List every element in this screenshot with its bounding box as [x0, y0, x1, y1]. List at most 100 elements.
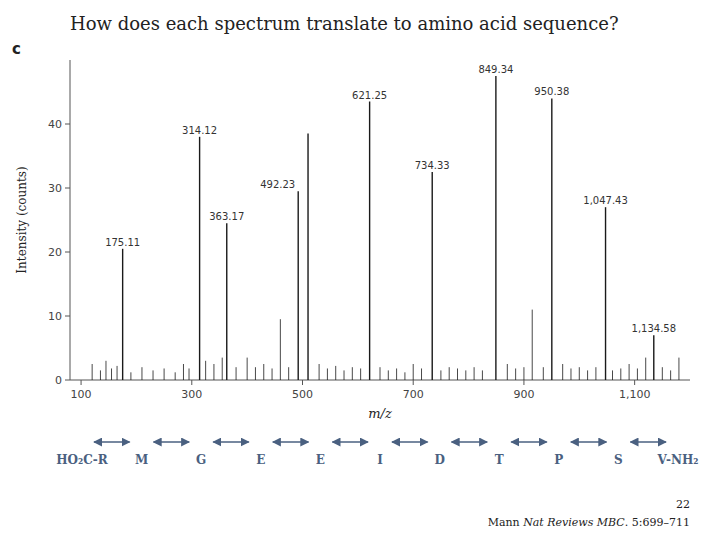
noise-peak	[388, 370, 389, 380]
y-tick	[65, 252, 70, 253]
y-tick-label: 30	[48, 182, 62, 195]
sequence-arrow	[630, 441, 666, 443]
noise-peak	[213, 364, 214, 380]
noise-peak	[164, 368, 165, 380]
amino-acid: P	[554, 453, 563, 467]
y-tick	[65, 380, 70, 381]
noise-peak	[352, 367, 353, 380]
amino-acid: V-NH₂	[657, 453, 699, 467]
peak	[369, 102, 370, 380]
x-tick-label: 300	[181, 388, 202, 401]
y-tick	[65, 316, 70, 317]
noise-peak	[474, 367, 475, 380]
x-tick-label: 1,100	[619, 388, 651, 401]
sequence-arrow	[392, 441, 428, 443]
sequence: HO₂C-RMGEEIDTPSV-NH₂	[56, 442, 698, 467]
noise-peak	[482, 370, 483, 380]
axes: 0102030401003005007009001,100	[48, 60, 690, 401]
peak	[226, 223, 227, 380]
y-axis-label: Intensity (counts)	[15, 166, 29, 273]
sequence-arrow	[511, 441, 547, 443]
sequence-arrow	[213, 441, 249, 443]
sequence-arrow	[571, 441, 607, 443]
peak	[307, 134, 308, 380]
noise-peak	[515, 368, 516, 380]
x-tick-label: 500	[292, 388, 313, 401]
noise-peak	[100, 370, 101, 380]
panel-label: c	[12, 40, 21, 58]
amino-acid: E	[256, 453, 265, 467]
noise-peak	[255, 367, 256, 380]
y-tick-label: 10	[48, 310, 62, 323]
sequence-arrow	[273, 441, 309, 443]
x-tick	[81, 380, 82, 385]
noise-peak	[92, 364, 93, 380]
noise-peak	[562, 364, 563, 380]
x-tick	[523, 380, 524, 385]
noise-peak	[404, 372, 405, 380]
peak	[432, 172, 433, 380]
noise-peak	[449, 367, 450, 380]
noise-peak	[629, 364, 630, 380]
amino-acid: D	[434, 453, 444, 467]
x-tick	[191, 380, 192, 385]
y-axis-line	[70, 60, 71, 380]
noise-peak	[620, 368, 621, 380]
noise-peak	[413, 364, 414, 380]
noise-peak	[360, 368, 361, 380]
noise-peak	[222, 358, 223, 380]
noise-peak	[662, 367, 663, 380]
spikes	[92, 76, 679, 380]
amino-acid: S	[614, 453, 623, 467]
noise-peak	[263, 364, 264, 380]
noise-peak	[532, 310, 533, 380]
noise-peak	[288, 367, 289, 380]
noise-peak	[189, 368, 190, 380]
citation: 22	[676, 498, 690, 511]
noise-peak	[344, 370, 345, 380]
y-tick	[65, 188, 70, 189]
noise-peak	[319, 364, 320, 380]
peak	[199, 137, 200, 380]
noise-peak	[327, 368, 328, 380]
noise-peak	[205, 361, 206, 380]
peak-label: 849.34	[478, 64, 513, 75]
peak	[605, 207, 606, 380]
amino-acid: I	[377, 453, 383, 467]
noise-peak	[440, 370, 441, 380]
noise-peak	[543, 367, 544, 380]
noise-peak	[523, 367, 524, 380]
peak-label: 1,047.43	[583, 195, 628, 206]
peak-label: 621.25	[352, 90, 387, 101]
noise-peak	[335, 366, 336, 380]
noise-peak	[380, 367, 381, 380]
noise-peak	[645, 358, 646, 380]
y-tick-label: 40	[48, 118, 62, 131]
noise-peak	[612, 370, 613, 380]
y-tick-label: 0	[55, 374, 62, 387]
noise-peak	[570, 368, 571, 380]
peak-label: 314.12	[182, 125, 217, 136]
noise-peak	[579, 367, 580, 380]
peak	[297, 191, 298, 380]
citation-part: . 5:699–711	[625, 516, 690, 529]
x-tick	[413, 380, 414, 385]
amino-acid: G	[196, 453, 206, 467]
noise-peak	[111, 368, 112, 380]
noise-peak	[236, 367, 237, 380]
noise-peak	[587, 370, 588, 380]
sequence-arrow	[332, 441, 368, 443]
x-tick-label: 900	[513, 388, 534, 401]
amino-acid: T	[495, 453, 504, 467]
noise-peak	[280, 319, 281, 380]
noise-peak	[105, 361, 106, 380]
peak	[495, 76, 496, 380]
noise-peak	[507, 364, 508, 380]
sequence-arrow	[154, 441, 190, 443]
title: How does each spectrum translate to amin…	[70, 13, 619, 34]
peak-labels: 175.11314.12363.17492.23621.25734.33849.…	[105, 64, 676, 334]
noise-peak	[141, 367, 142, 380]
noise-peak	[396, 368, 397, 380]
chart: How does each spectrum translate to amin…	[0, 0, 720, 540]
x-tick	[634, 380, 635, 385]
